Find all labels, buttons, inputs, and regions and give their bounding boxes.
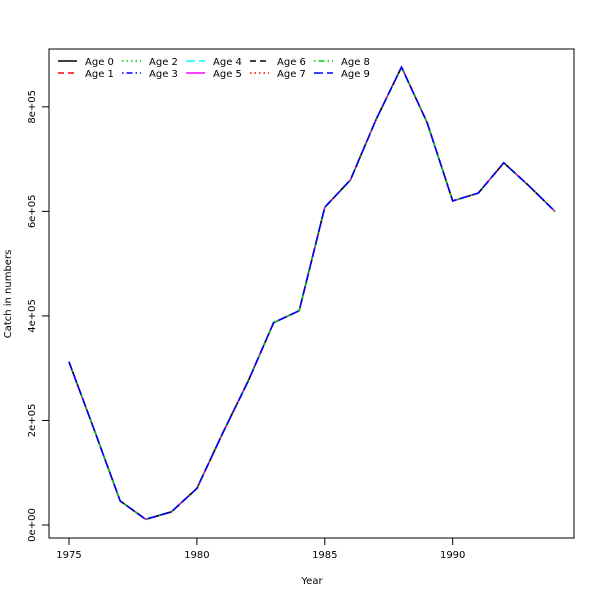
legend-label-age-9: Age 9 <box>341 69 370 80</box>
y-tick-label: 0e+00 <box>27 508 38 542</box>
x-tick-label: 1975 <box>56 550 81 561</box>
legend-label-age-2: Age 2 <box>149 57 178 68</box>
legend-label-age-4: Age 4 <box>213 57 242 68</box>
x-tick-label: 1990 <box>440 550 465 561</box>
series-line-age-9 <box>68 65 556 521</box>
series-layer <box>68 65 556 521</box>
legend-label-age-0: Age 0 <box>85 57 114 68</box>
legend-label-age-6: Age 6 <box>277 57 306 68</box>
x-axis-title: Year <box>300 576 323 587</box>
x-axis: 1975 1980 1985 1990 <box>56 537 465 561</box>
y-axis-title: Catch in numbers <box>3 250 14 339</box>
y-axis: 0e+00 2e+05 4e+05 6e+05 8e+05 <box>27 90 50 542</box>
y-tick-label: 6e+05 <box>27 195 38 229</box>
y-tick-label: 8e+05 <box>27 90 38 124</box>
legend-label-age-1: Age 1 <box>85 69 114 80</box>
y-tick-label: 2e+05 <box>27 404 38 438</box>
legend-label-age-5: Age 5 <box>213 69 242 80</box>
x-tick-label: 1980 <box>184 550 209 561</box>
x-tick-label: 1985 <box>312 550 337 561</box>
legend-label-age-7: Age 7 <box>277 69 306 80</box>
legend-label-age-3: Age 3 <box>149 69 178 80</box>
y-tick-label: 4e+05 <box>27 299 38 333</box>
legend-label-age-8: Age 8 <box>341 57 370 68</box>
